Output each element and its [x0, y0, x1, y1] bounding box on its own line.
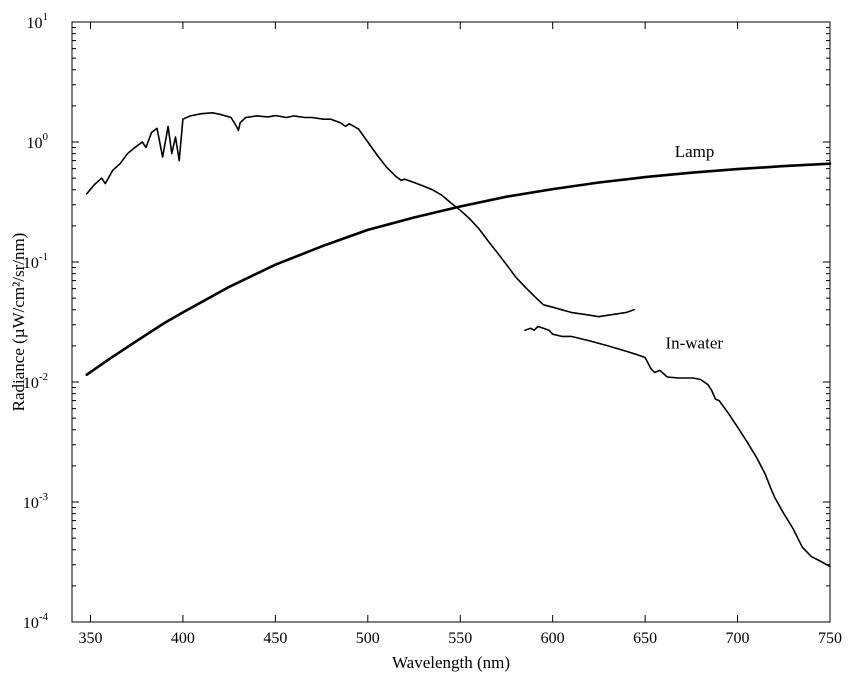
plot-frame — [71, 21, 831, 623]
series-layer — [85, 112, 832, 568]
x-tick-label: 600 — [541, 630, 565, 647]
annotation-label: Lamp — [675, 142, 715, 161]
y-tick-exponent: -3 — [39, 491, 49, 503]
y-tick-exponent: -1 — [39, 251, 48, 263]
x-tick-label: 650 — [633, 630, 657, 647]
x-tick-label: 450 — [263, 630, 287, 647]
series-line-2 — [524, 325, 831, 568]
x-tick-label: 750 — [818, 630, 842, 647]
y-tick-exponent: -2 — [39, 371, 48, 383]
y-tick-exponent: 0 — [43, 131, 49, 143]
x-tick-label: 500 — [356, 630, 380, 647]
x-tick-label: 550 — [448, 630, 472, 647]
x-tick-label: 350 — [78, 630, 102, 647]
x-tick-label: 400 — [171, 630, 195, 647]
y-tick-exponent: 1 — [43, 11, 49, 23]
annotations: Lamp In-water — [665, 142, 723, 353]
x-axis-label: Wavelength (nm) — [392, 653, 510, 672]
x-axis: 350 400 450 500 550 600 650 700 750 — [78, 22, 842, 647]
x-tick-label: 700 — [726, 630, 750, 647]
y-axis-label: Radiance (µW/cm²/sr/nm) — [9, 233, 28, 412]
annotation-label: In-water — [665, 334, 723, 353]
series-line-1 — [86, 112, 635, 318]
y-tick-exponent: -4 — [39, 611, 49, 623]
series-line-0 — [85, 162, 832, 376]
